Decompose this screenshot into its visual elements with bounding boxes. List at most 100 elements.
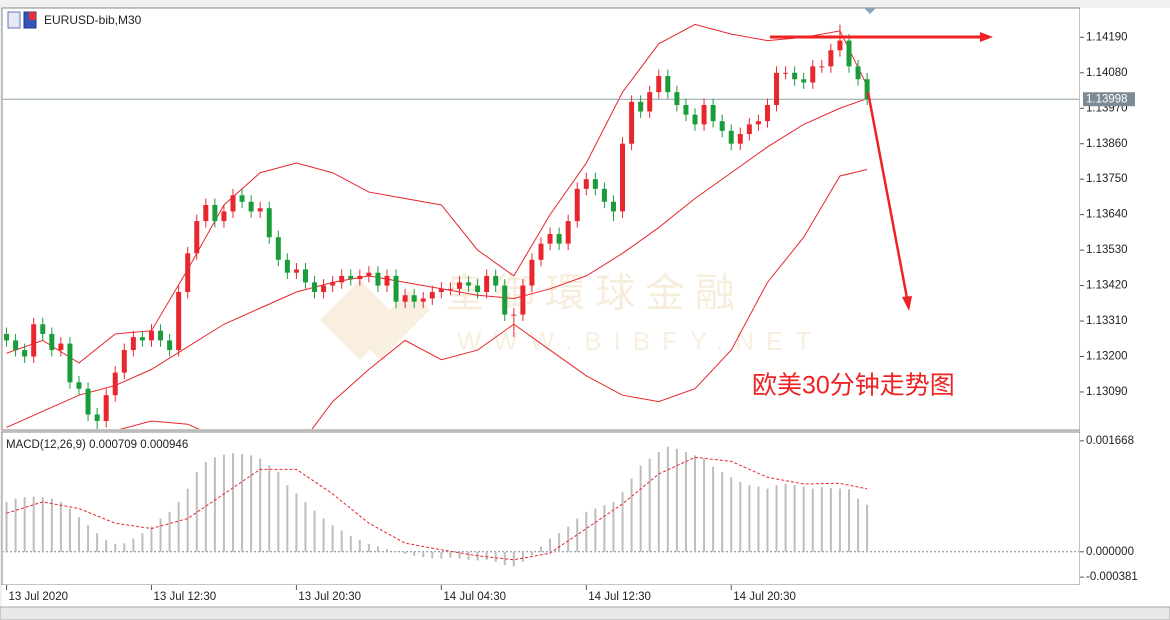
candle-body <box>22 350 28 357</box>
candle-body <box>257 208 263 212</box>
candle-body <box>239 195 245 202</box>
candle-body <box>447 288 453 290</box>
candle-body <box>40 324 46 334</box>
resistance-arrow <box>770 32 993 42</box>
y-tick-label: 1.13420 <box>1086 280 1128 292</box>
candle-body <box>547 233 553 244</box>
candle-body <box>774 72 780 106</box>
candle-body <box>810 66 816 83</box>
chart-icon <box>7 11 37 29</box>
shift-marker <box>864 8 876 14</box>
candle-body <box>4 333 10 341</box>
candle-body <box>511 314 517 316</box>
candle-body <box>728 130 734 144</box>
candle-body <box>112 372 118 396</box>
candle-body <box>456 282 462 289</box>
y-tick-label: 1.13530 <box>1086 244 1128 256</box>
candle-body <box>103 395 109 421</box>
candle-body <box>574 188 580 222</box>
annotation: 欧美30分钟走势图 <box>752 372 955 400</box>
candle-body <box>312 282 318 293</box>
macd-y-tick-label: 0.000000 <box>1086 546 1134 558</box>
candle-body <box>556 233 562 244</box>
macd-y-tick-label: 0.001668 <box>1086 435 1134 447</box>
candle-body <box>837 40 843 51</box>
candle-body <box>610 201 616 212</box>
y-tick-label: 1.13860 <box>1086 138 1128 150</box>
last-price-box <box>1083 92 1135 107</box>
candle-body <box>674 92 680 106</box>
x-tick-label: 14 Jul 20:30 <box>733 591 796 603</box>
candle-body <box>828 50 834 67</box>
candle-body <box>212 204 218 222</box>
candle-body <box>629 101 635 144</box>
candle-body <box>529 259 535 286</box>
candle-body <box>321 285 327 293</box>
candle-body <box>230 195 236 212</box>
candle-body <box>692 114 698 125</box>
candle-body <box>475 285 481 293</box>
candle-body <box>864 79 870 100</box>
candle-body <box>493 275 499 286</box>
candle-body <box>203 204 209 222</box>
candle-body <box>638 101 644 112</box>
macd-panel <box>1 431 1081 586</box>
scrollbar <box>0 606 1170 620</box>
candle-body <box>293 269 299 273</box>
candle-body <box>755 121 761 125</box>
candle-body <box>194 221 200 254</box>
candle-body <box>58 343 64 351</box>
candle-body <box>592 179 598 189</box>
candle-body <box>783 72 789 74</box>
macd-signal <box>6 456 868 561</box>
candle-body <box>737 134 743 144</box>
y-tick-label: 1.14080 <box>1086 67 1128 79</box>
y-tick-label: 1.13310 <box>1086 315 1128 327</box>
candle-body <box>801 79 807 83</box>
candle-body <box>502 285 508 315</box>
candle-body <box>339 275 345 283</box>
forecast-arrow <box>866 91 912 311</box>
candle-body <box>683 105 689 115</box>
candle-body <box>846 40 852 67</box>
candle-body <box>393 275 399 302</box>
candle-body <box>121 350 127 373</box>
macd-y-tick-label: -0.000381 <box>1086 571 1138 583</box>
candle-body <box>819 66 825 68</box>
candle-body <box>484 275 490 293</box>
candle-body <box>348 275 354 280</box>
x-tick-label: 14 Jul 12:30 <box>588 591 651 603</box>
price-panel <box>1 7 1081 431</box>
candle-body <box>411 295 417 302</box>
last-price-label: 1.13998 <box>1086 93 1128 105</box>
candle-body <box>375 272 381 286</box>
candle-body <box>366 272 372 276</box>
candle-body <box>85 388 91 415</box>
candle-body <box>665 76 671 93</box>
candle-body <box>158 330 164 341</box>
candle-body <box>620 143 626 212</box>
candle-body <box>266 208 272 238</box>
candle-body <box>565 221 571 244</box>
watermark-url: WWW.BIBFY.NET <box>457 326 823 356</box>
candle-body <box>67 343 73 383</box>
x-tick-label: 13 Jul 2020 <box>9 591 68 603</box>
watermark-logo <box>320 280 430 360</box>
candle-body <box>466 282 472 286</box>
y-tick-label: 1.13750 <box>1086 173 1128 185</box>
candle-body <box>94 414 100 421</box>
candle-body <box>855 66 861 80</box>
y-tick-label: 1.13640 <box>1086 209 1128 221</box>
candle-body <box>538 243 544 260</box>
candle-body <box>248 201 254 212</box>
candle-body <box>185 253 191 293</box>
x-tick-label: 13 Jul 12:30 <box>153 591 216 603</box>
candle-body <box>139 337 145 341</box>
candle-body <box>13 340 19 351</box>
candle-body <box>357 275 363 280</box>
candle-body <box>601 188 607 202</box>
candle-body <box>330 282 336 286</box>
x-tick-label: 13 Jul 20:30 <box>298 591 361 603</box>
